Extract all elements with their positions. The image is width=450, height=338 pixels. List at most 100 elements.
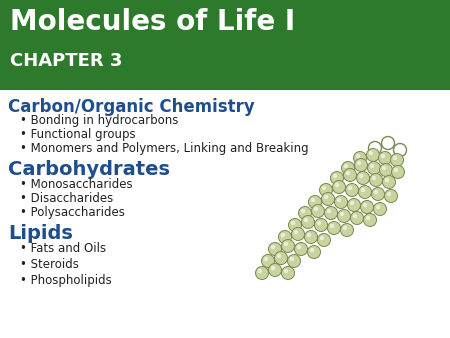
Text: • Monosaccharides: • Monosaccharides	[20, 178, 133, 191]
Circle shape	[302, 216, 315, 228]
Circle shape	[350, 201, 354, 205]
Circle shape	[357, 161, 361, 165]
Circle shape	[328, 221, 341, 235]
Circle shape	[304, 218, 308, 222]
Circle shape	[372, 188, 384, 200]
Circle shape	[320, 184, 333, 196]
Circle shape	[353, 214, 357, 218]
Circle shape	[374, 190, 378, 194]
Circle shape	[333, 180, 346, 193]
Circle shape	[291, 221, 295, 225]
Text: • Steroids: • Steroids	[20, 258, 79, 271]
Circle shape	[307, 245, 320, 259]
Circle shape	[374, 202, 387, 216]
Circle shape	[305, 231, 318, 243]
Circle shape	[256, 266, 269, 280]
Text: Carbon/Organic Chemistry: Carbon/Organic Chemistry	[8, 98, 255, 116]
Circle shape	[369, 151, 373, 155]
Circle shape	[344, 164, 348, 168]
Circle shape	[284, 242, 288, 246]
Circle shape	[298, 207, 311, 219]
Circle shape	[359, 186, 372, 198]
Circle shape	[330, 224, 334, 228]
Circle shape	[314, 207, 318, 211]
Circle shape	[281, 233, 285, 237]
Circle shape	[385, 178, 389, 182]
Circle shape	[364, 214, 377, 226]
Circle shape	[258, 269, 262, 273]
Circle shape	[310, 248, 314, 252]
Text: • Phospholipids: • Phospholipids	[20, 274, 112, 287]
Circle shape	[342, 162, 355, 174]
Text: Molecules of Life I: Molecules of Life I	[10, 8, 295, 36]
Circle shape	[368, 162, 381, 174]
Circle shape	[340, 212, 344, 216]
Circle shape	[288, 218, 302, 232]
Circle shape	[337, 198, 341, 202]
Circle shape	[288, 255, 301, 267]
Circle shape	[311, 198, 315, 202]
Text: • Fats and Oils: • Fats and Oils	[20, 242, 106, 255]
Circle shape	[391, 153, 404, 167]
Circle shape	[361, 188, 365, 192]
Bar	[0, 0, 450, 90]
Circle shape	[279, 231, 292, 243]
Circle shape	[282, 240, 294, 252]
Circle shape	[343, 169, 356, 182]
Circle shape	[297, 245, 301, 249]
Circle shape	[351, 212, 364, 224]
Circle shape	[321, 193, 334, 206]
Circle shape	[381, 154, 385, 158]
Circle shape	[379, 164, 392, 176]
Text: • Monomers and Polymers, Linking and Breaking: • Monomers and Polymers, Linking and Bre…	[20, 142, 309, 155]
Circle shape	[327, 209, 331, 213]
Text: • Bonding in hydrocarbons: • Bonding in hydrocarbons	[20, 114, 178, 127]
Circle shape	[360, 200, 374, 214]
Circle shape	[335, 183, 339, 187]
Circle shape	[324, 195, 328, 199]
Circle shape	[378, 151, 392, 165]
Circle shape	[382, 166, 386, 170]
Circle shape	[393, 156, 397, 160]
Circle shape	[284, 269, 288, 273]
Circle shape	[315, 218, 328, 232]
Circle shape	[274, 251, 288, 265]
Circle shape	[354, 151, 366, 165]
Circle shape	[366, 148, 379, 162]
Circle shape	[346, 184, 359, 196]
Circle shape	[282, 266, 294, 280]
Circle shape	[322, 186, 326, 190]
Circle shape	[317, 221, 321, 225]
Circle shape	[356, 154, 360, 158]
Circle shape	[343, 226, 347, 230]
Circle shape	[387, 192, 391, 196]
Circle shape	[294, 242, 307, 256]
Circle shape	[369, 173, 382, 187]
Circle shape	[355, 159, 368, 171]
Circle shape	[277, 254, 281, 258]
Circle shape	[376, 205, 380, 209]
Circle shape	[392, 166, 405, 178]
Circle shape	[324, 207, 338, 219]
Text: Lipids: Lipids	[8, 224, 73, 243]
Text: • Polysaccharides: • Polysaccharides	[20, 206, 125, 219]
Circle shape	[372, 176, 376, 180]
Circle shape	[346, 171, 350, 175]
Circle shape	[334, 195, 347, 209]
Circle shape	[333, 174, 337, 178]
Circle shape	[292, 227, 305, 241]
Circle shape	[347, 198, 360, 212]
Circle shape	[294, 230, 298, 234]
Circle shape	[356, 171, 369, 185]
Text: CHAPTER 3: CHAPTER 3	[10, 52, 122, 70]
Circle shape	[261, 255, 274, 267]
Circle shape	[382, 175, 396, 189]
Text: Carbohydrates: Carbohydrates	[8, 160, 170, 179]
Circle shape	[363, 203, 367, 207]
Circle shape	[309, 195, 321, 209]
Circle shape	[384, 190, 397, 202]
Circle shape	[370, 164, 374, 168]
Circle shape	[366, 216, 370, 220]
Circle shape	[269, 264, 282, 276]
Circle shape	[338, 210, 351, 222]
